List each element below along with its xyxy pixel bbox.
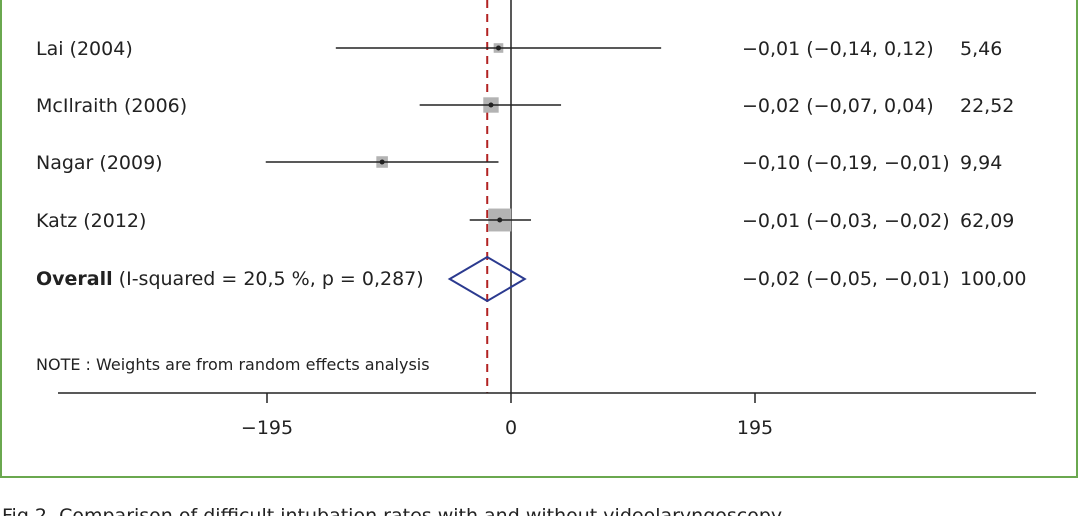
overall-weight-text: 100,00 [960,268,1026,290]
weight-text: 9,94 [960,152,1002,174]
overall-label-stats: (I-squared = 20,5 %, p = 0,287) [113,268,424,290]
estimate-text: −0,02 (−0,07, 0,04) [742,95,934,117]
chart-frame [0,0,1078,478]
point-estimate [495,45,501,51]
point-estimate [379,159,385,165]
estimate-text: −0,01 (−0,14, 0,12) [742,38,934,60]
study-label: McIlraith (2006) [36,95,187,117]
overall-diamond [447,255,527,303]
forest-plot: Lai (2004) −0,01 (−0,14, 0,12) 5,46 McIlrai… [36,0,1036,439]
x-tick-label: −195 [241,417,293,439]
figure-caption: Fig 2. Comparison of difficult intubatio… [2,505,783,516]
weight-text: 5,46 [960,38,1002,60]
study-label: Lai (2004) [36,38,133,60]
study-row: Nagar (2009) −0,10 (−0,19, −0,01) 9,94 [36,152,1002,174]
overall-label: Overall (I-squared = 20,5 %, p = 0,287) [36,268,424,290]
weights-note: NOTE : Weights are from random effects a… [36,355,430,374]
estimate-text: −0,10 (−0,19, −0,01) [742,152,950,174]
x-tick-label: 0 [505,417,517,439]
study-row: Katz (2012) −0,01 (−0,03, −0,02) 62,09 [36,208,1014,232]
weight-text: 22,52 [960,95,1014,117]
weight-text: 62,09 [960,210,1014,232]
x-tick-label: 195 [737,417,773,439]
point-estimate [488,102,494,108]
overall-estimate-text: −0,02 (−0,05, −0,01) [742,268,950,290]
study-row: Lai (2004) −0,01 (−0,14, 0,12) 5,46 [36,38,1002,60]
study-label: Katz (2012) [36,210,146,232]
study-rows: Lai (2004) −0,01 (−0,14, 0,12) 5,46 McIlrai… [36,38,1014,232]
overall-row: Overall (I-squared = 20,5 %, p = 0,287) … [36,255,1026,303]
x-axis: −195 0 195 [58,392,1036,439]
overall-label-bold: Overall [36,268,113,290]
study-row: McIlraith (2006) −0,02 (−0,07, 0,04) 22,52 [36,95,1014,117]
point-estimate [497,217,503,223]
study-label: Nagar (2009) [36,152,163,174]
estimate-text: −0,01 (−0,03, −0,02) [742,210,950,232]
